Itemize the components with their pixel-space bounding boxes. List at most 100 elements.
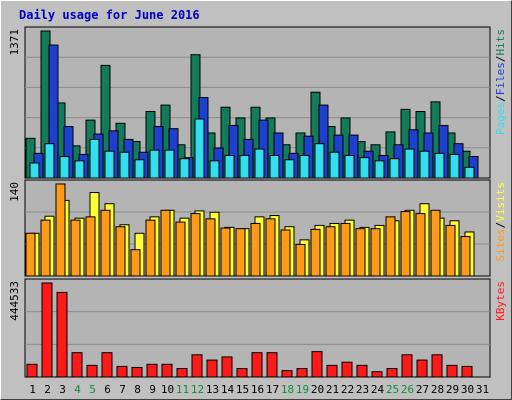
bar-pages-day-26 (404, 148, 415, 179)
bar-kbytes-day-21 (326, 364, 338, 378)
bar-pages-day-1 (29, 162, 40, 179)
x-axis-label-day-18: 18 (281, 383, 294, 396)
bar-sites-day-26 (400, 211, 411, 277)
x-axis-label-day-9: 9 (149, 383, 156, 396)
bar-pages-day-17 (269, 154, 280, 179)
x-axis-label-day-24: 24 (371, 383, 385, 396)
bar-pages-day-9 (149, 149, 160, 179)
bar-pages-day-15 (239, 154, 250, 179)
x-axis-label-day-29: 29 (446, 383, 459, 396)
bar-sites-day-5 (85, 216, 96, 277)
legend-label-sites: Sites (494, 228, 507, 261)
bar-kbytes-day-13 (206, 359, 218, 378)
bar-sites-day-30 (460, 236, 471, 277)
bar-sites-day-10 (160, 209, 171, 277)
x-axis-label-day-4: 4 (74, 383, 81, 396)
bar-pages-day-30 (464, 166, 475, 179)
x-axis-label-day-27: 27 (416, 383, 429, 396)
bar-sites-day-21 (325, 226, 336, 277)
bar-pages-day-28 (434, 152, 445, 179)
bar-pages-day-19 (299, 154, 310, 179)
legend-visits-sites: Sites/Visits (494, 182, 507, 262)
bar-pages-day-22 (344, 154, 355, 179)
bar-pages-day-5 (89, 138, 100, 179)
legend-label-files: Files (494, 62, 507, 95)
legend-label-hits: Hits (494, 29, 507, 56)
bar-kbytes-day-17 (266, 352, 278, 378)
bar-pages-day-4 (74, 160, 85, 179)
bar-kbytes-day-23 (356, 364, 368, 378)
bar-sites-day-22 (340, 222, 351, 277)
x-axis-label-day-22: 22 (341, 383, 354, 396)
bar-kbytes-day-15 (236, 368, 248, 378)
x-axis-label-day-13: 13 (206, 383, 219, 396)
bar-kbytes-day-8 (131, 366, 143, 378)
x-axis-label-day-14: 14 (221, 383, 235, 396)
x-axis-label-day-19: 19 (296, 383, 309, 396)
x-axis-label-day-15: 15 (236, 383, 249, 396)
legend-label-pages: Pages (494, 102, 507, 135)
y-max-label: 1371 (8, 29, 21, 56)
bar-sites-day-19 (295, 243, 306, 277)
bar-kbytes-day-19 (296, 368, 308, 378)
bar-pages-day-8 (134, 159, 145, 179)
x-axis-label-day-5: 5 (89, 383, 96, 396)
legend-separator: / (494, 95, 507, 102)
legend-label-visits: Visits (494, 182, 507, 222)
bar-sites-day-15 (235, 228, 246, 277)
x-axis-label-day-3: 3 (59, 383, 66, 396)
bar-pages-day-7 (119, 151, 130, 179)
bar-kbytes-day-6 (101, 352, 113, 378)
x-axis-label-day-31: 31 (476, 383, 489, 396)
bar-sites-day-8 (130, 249, 141, 277)
bar-kbytes-day-20 (311, 351, 323, 378)
x-axis-label-day-21: 21 (326, 383, 339, 396)
bar-kbytes-day-27 (416, 359, 428, 378)
bar-pages-day-6 (104, 150, 115, 179)
bar-kbytes-day-29 (446, 364, 458, 378)
x-axis-label-day-7: 7 (119, 383, 126, 396)
bar-pages-day-12 (194, 118, 205, 179)
bar-kbytes-day-4 (71, 352, 83, 378)
legend-hits-files-pages: Pages/Files/Hits (494, 29, 507, 135)
bar-kbytes-day-18 (281, 370, 293, 378)
bar-kbytes-day-10 (161, 363, 173, 378)
bar-sites-day-11 (175, 221, 186, 277)
bar-pages-day-2 (44, 143, 55, 179)
bar-pages-day-14 (224, 154, 235, 179)
bar-pages-day-25 (389, 158, 400, 179)
y-max-label: 444533 (8, 281, 21, 321)
bar-sites-day-2 (40, 219, 51, 277)
bar-sites-day-18 (280, 229, 291, 277)
bar-kbytes-day-28 (431, 354, 443, 378)
bar-kbytes-day-12 (191, 354, 203, 378)
bar-sites-day-20 (310, 228, 321, 277)
bar-pages-day-16 (254, 148, 265, 179)
bar-kbytes-day-1 (26, 363, 38, 378)
x-axis-label-day-1: 1 (29, 383, 36, 396)
bar-kbytes-day-2 (41, 282, 53, 378)
x-axis-label-day-17: 17 (266, 383, 279, 396)
chart-title: Daily usage for June 2016 (19, 8, 200, 22)
bar-pages-day-29 (449, 153, 460, 179)
bar-sites-day-6 (100, 209, 111, 277)
bar-kbytes-day-14 (221, 356, 233, 378)
bar-pages-day-23 (359, 157, 370, 179)
bar-sites-day-27 (415, 213, 426, 277)
bar-pages-day-21 (329, 151, 340, 179)
bar-kbytes-day-22 (341, 361, 353, 378)
x-axis-label-day-26: 26 (401, 383, 414, 396)
bar-kbytes-day-5 (86, 364, 98, 378)
bar-kbytes-day-16 (251, 352, 263, 378)
x-axis-label-day-12: 12 (191, 383, 204, 396)
bar-kbytes-day-24 (371, 371, 383, 378)
legend-separator: / (494, 56, 507, 63)
bar-pages-day-20 (314, 143, 325, 179)
bar-kbytes-day-25 (386, 368, 398, 378)
x-axis-label-day-25: 25 (386, 383, 399, 396)
bar-sites-day-13 (205, 218, 216, 277)
bar-sites-day-3 (55, 183, 66, 277)
x-axis-label-day-8: 8 (134, 383, 141, 396)
bar-sites-day-16 (250, 222, 261, 277)
